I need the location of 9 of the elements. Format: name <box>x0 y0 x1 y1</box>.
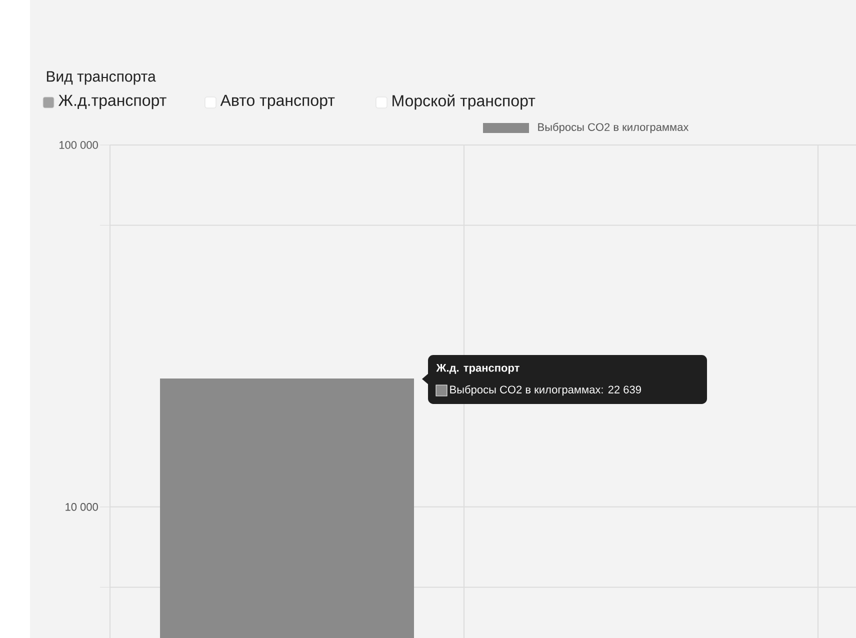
text: Авто транспорт <box>220 94 335 110</box>
legend-label: Выбросы CO2 в килограммах <box>538 122 689 134</box>
text: Морской транспорт <box>392 94 536 110</box>
text: Ж.д.транспорт <box>58 94 166 110</box>
annotation: Ж.д. транспорт <box>436 364 520 374</box>
annotation: Выбросы CO2 в килограммах: 22 639 <box>450 385 641 396</box>
y-tick-label: 100 000 <box>59 141 98 149</box>
chart-title: Вид транспорта <box>46 71 156 85</box>
y-tick-label: 10 000 <box>66 503 98 511</box>
